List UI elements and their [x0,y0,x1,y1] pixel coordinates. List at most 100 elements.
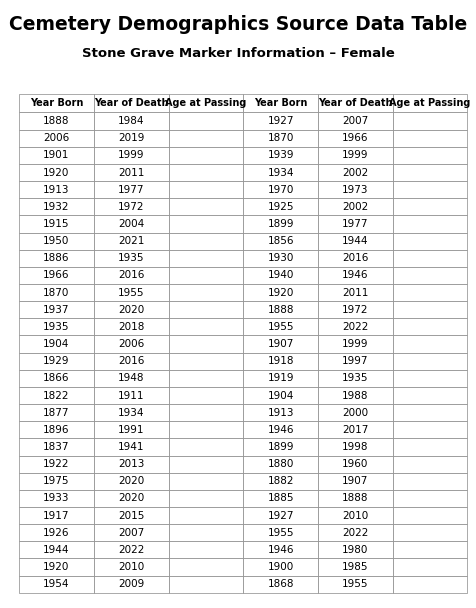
Text: 1944: 1944 [43,545,69,555]
Text: 1939: 1939 [267,150,293,161]
Text: 2010: 2010 [118,562,144,572]
Text: Year Born: Year Born [30,98,83,108]
Text: 2018: 2018 [118,322,144,332]
Text: 2016: 2016 [118,356,144,366]
Text: 1999: 1999 [341,339,368,349]
Text: 2020: 2020 [118,476,144,486]
Text: 1911: 1911 [118,390,144,401]
Text: 1917: 1917 [43,511,69,520]
Text: 1934: 1934 [267,168,293,178]
Text: 1888: 1888 [341,494,368,503]
Text: 1948: 1948 [118,373,144,384]
Text: 1946: 1946 [267,425,293,435]
Text: 1904: 1904 [43,339,69,349]
Text: 1955: 1955 [341,579,368,589]
Text: 1933: 1933 [43,494,69,503]
Text: 1955: 1955 [267,322,293,332]
Text: 1977: 1977 [341,219,368,229]
Text: 1977: 1977 [118,185,144,195]
Text: 2016: 2016 [341,254,368,263]
Text: 1899: 1899 [267,219,293,229]
Text: 1918: 1918 [267,356,293,366]
Text: 1907: 1907 [341,476,368,486]
Text: 2011: 2011 [118,168,144,178]
Text: 1944: 1944 [341,236,368,246]
Text: 1913: 1913 [43,185,69,195]
Text: 1930: 1930 [267,254,293,263]
Text: 1946: 1946 [267,545,293,555]
Text: 1907: 1907 [267,339,293,349]
Text: 2007: 2007 [118,528,144,537]
Text: 1896: 1896 [43,425,69,435]
Text: 2016: 2016 [118,271,144,280]
Text: 2020: 2020 [118,494,144,503]
Text: 1885: 1885 [267,494,293,503]
Text: 1972: 1972 [341,305,368,315]
Text: 1934: 1934 [118,408,144,418]
Text: 2019: 2019 [118,133,144,143]
Text: 1970: 1970 [267,185,293,195]
Text: 1882: 1882 [267,476,293,486]
Text: 1920: 1920 [267,288,293,297]
Text: 1915: 1915 [43,219,69,229]
Text: 1888: 1888 [43,116,69,126]
Text: 1980: 1980 [341,545,368,555]
Text: 2004: 2004 [118,219,144,229]
Text: Stone Grave Marker Information – Female: Stone Grave Marker Information – Female [82,47,394,60]
Text: 2020: 2020 [118,305,144,315]
Text: 1868: 1868 [267,579,293,589]
Text: 1866: 1866 [43,373,69,384]
Text: 1950: 1950 [43,236,69,246]
Text: 2007: 2007 [341,116,368,126]
Text: 2000: 2000 [342,408,367,418]
Text: 1837: 1837 [43,442,69,452]
Text: 2009: 2009 [118,579,144,589]
Text: 1926: 1926 [43,528,69,537]
Text: 2013: 2013 [118,459,144,469]
Text: Cemetery Demographics Source Data Table: Cemetery Demographics Source Data Table [10,15,466,34]
Text: 1946: 1946 [341,271,368,280]
Text: Year of Death: Year of Death [94,98,168,108]
Text: 1941: 1941 [118,442,144,452]
Text: 1954: 1954 [43,579,69,589]
Text: 2021: 2021 [118,236,144,246]
Text: 1925: 1925 [267,202,293,212]
Text: 1900: 1900 [267,562,293,572]
Text: Age at Passing: Age at Passing [165,98,246,108]
Text: 2002: 2002 [341,168,368,178]
Text: 2006: 2006 [43,133,69,143]
Text: 1927: 1927 [267,511,293,520]
Text: 1880: 1880 [267,459,293,469]
Text: 2022: 2022 [118,545,144,555]
Text: Age at Passing: Age at Passing [388,98,470,108]
Text: 1975: 1975 [43,476,69,486]
Text: 1870: 1870 [43,288,69,297]
Text: 1935: 1935 [118,254,144,263]
Text: 2015: 2015 [118,511,144,520]
Text: 2011: 2011 [341,288,368,297]
Text: 1877: 1877 [43,408,69,418]
Text: 1899: 1899 [267,442,293,452]
Text: 1822: 1822 [43,390,69,401]
Text: 1886: 1886 [43,254,69,263]
Text: 1972: 1972 [118,202,144,212]
Text: 1940: 1940 [267,271,293,280]
Text: 1984: 1984 [118,116,144,126]
Text: 1999: 1999 [118,150,144,161]
Text: 1901: 1901 [43,150,69,161]
Text: 1932: 1932 [43,202,69,212]
Text: 1997: 1997 [341,356,368,366]
Text: 1920: 1920 [43,168,69,178]
Text: 1929: 1929 [43,356,69,366]
Text: 1870: 1870 [267,133,293,143]
Text: 2022: 2022 [341,322,368,332]
Text: 1960: 1960 [341,459,368,469]
Text: 1919: 1919 [267,373,293,384]
Text: 1999: 1999 [341,150,368,161]
Text: 1913: 1913 [267,408,293,418]
Text: 1935: 1935 [43,322,69,332]
Text: 1973: 1973 [341,185,368,195]
Text: 2006: 2006 [118,339,144,349]
Text: 1998: 1998 [341,442,368,452]
Text: 1991: 1991 [118,425,144,435]
